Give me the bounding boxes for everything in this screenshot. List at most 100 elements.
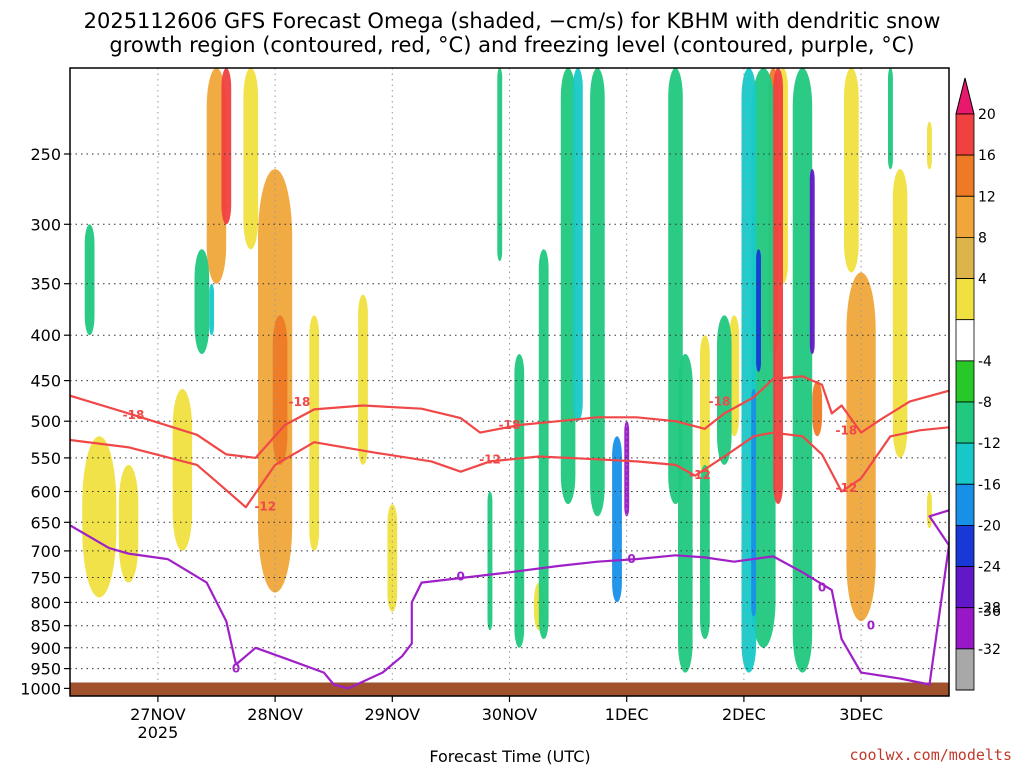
x-tick-label: 2DEC bbox=[722, 705, 766, 724]
contour-line bbox=[70, 426, 949, 509]
contour-label: 0 bbox=[867, 619, 875, 633]
omega-blob bbox=[773, 68, 783, 505]
colorbar-swatch bbox=[955, 525, 975, 567]
colorbar-swatch bbox=[955, 566, 975, 609]
chart-title: 2025112606 GFS Forecast Omega (shaded, −… bbox=[84, 9, 941, 57]
y-tick-label: 600 bbox=[30, 483, 61, 502]
colorbar-swatch bbox=[955, 483, 975, 526]
contour-label: -18 bbox=[123, 408, 145, 422]
contour-label: 0 bbox=[627, 552, 635, 566]
grid-lines bbox=[70, 68, 949, 696]
omega-blob bbox=[514, 354, 525, 648]
x-tick-label: 29NOV bbox=[365, 705, 421, 724]
y-tick-label: 550 bbox=[30, 449, 61, 468]
y-tick-label: 850 bbox=[30, 617, 61, 636]
omega-blob bbox=[844, 68, 859, 273]
y-axis-ticks: 250 300 350 400 450 500 550 600 650 700 750 800 850 9… bbox=[20, 145, 70, 698]
y-tick-label: 900 bbox=[30, 639, 61, 658]
omega-blob bbox=[756, 249, 761, 372]
x-tick-label: 1DEC bbox=[605, 705, 649, 724]
colorbar-label: 16 bbox=[978, 148, 996, 164]
y-tick-label: 650 bbox=[30, 513, 61, 532]
omega-blob bbox=[812, 380, 823, 437]
omega-blob bbox=[717, 315, 732, 465]
omega-blob bbox=[678, 354, 693, 673]
x-tick-label: 27NOV bbox=[130, 705, 186, 724]
omega-blob bbox=[700, 335, 710, 479]
colorbar-label: -8 bbox=[978, 395, 992, 411]
terrain-fill bbox=[70, 682, 949, 696]
colorbar-swatch bbox=[955, 236, 975, 279]
y-tick-label: 250 bbox=[30, 145, 61, 164]
contour-line bbox=[70, 509, 949, 690]
omega-blob bbox=[927, 121, 932, 170]
colorbar-swatch bbox=[955, 648, 975, 691]
contour-label: -12 bbox=[479, 452, 501, 466]
omega-blob bbox=[487, 491, 493, 631]
omega-blob bbox=[82, 436, 117, 598]
y-tick-label: 750 bbox=[30, 569, 61, 588]
contour-label: -18 bbox=[709, 394, 731, 408]
terrain-surface bbox=[70, 682, 949, 696]
y-tick-label: 450 bbox=[30, 372, 61, 391]
y-tick-label: 400 bbox=[30, 326, 61, 345]
omega-blob bbox=[194, 249, 210, 354]
omega-blob bbox=[792, 68, 813, 673]
omega-blob bbox=[751, 68, 776, 648]
y-tick-label: 1000 bbox=[20, 679, 61, 698]
omega-blob bbox=[84, 224, 95, 336]
contour-label: 0 bbox=[457, 569, 465, 583]
omega-blob bbox=[309, 315, 320, 551]
contour-label: -12 bbox=[254, 500, 276, 514]
x-tick-label: 28NOV bbox=[247, 705, 303, 724]
colorbar-label: -20 bbox=[978, 518, 1001, 534]
colorbar-label: -32 bbox=[978, 642, 1001, 658]
omega-blob bbox=[888, 68, 893, 170]
contour-label: -18 bbox=[836, 423, 858, 437]
omega-blob bbox=[497, 68, 503, 261]
colorbar-label: 12 bbox=[978, 189, 996, 205]
contour-label: -18 bbox=[289, 395, 311, 409]
colorbar-label: -4 bbox=[978, 354, 992, 370]
colorbar-swatch bbox=[955, 401, 975, 444]
contour-labels: -18 -18 -18 -18 -18 -12 -12 -12 -12 0 0 0 0 0 bbox=[123, 394, 875, 675]
colorbar: 20 16 12 8 4 -4 -8 -12 -16 -20 -24 -28 -32 -36 bbox=[955, 77, 1001, 691]
omega-blob bbox=[118, 464, 139, 583]
contour-label: -18 bbox=[499, 418, 521, 432]
y-tick-label: 950 bbox=[30, 660, 61, 679]
contour-label: -12 bbox=[836, 481, 858, 495]
colorbar-label: 8 bbox=[978, 230, 987, 246]
colorbar-label: -28 bbox=[978, 601, 1001, 617]
omega-blob bbox=[206, 68, 227, 284]
contour-lines bbox=[70, 375, 949, 690]
chart-title-line-1: 2025112606 GFS Forecast Omega (shaded, −… bbox=[84, 9, 941, 33]
x-tick-label: 30NOV bbox=[482, 705, 538, 724]
plot-area: -18 -18 -18 -18 -18 -12 -12 -12 -12 0 0 0 0 0 bbox=[69, 67, 950, 697]
y-tick-label: 500 bbox=[30, 412, 61, 431]
omega-blob bbox=[221, 68, 232, 225]
contour-label: 0 bbox=[818, 581, 826, 595]
x-axis-label: Forecast Time (UTC) bbox=[429, 747, 590, 766]
omega-blob bbox=[624, 421, 630, 517]
x-tick-label: 3DEC bbox=[839, 705, 883, 724]
y-tick-label: 350 bbox=[30, 275, 61, 294]
colorbar-swatch bbox=[955, 154, 975, 197]
omega-blob bbox=[590, 68, 605, 517]
contour-line bbox=[70, 375, 949, 459]
x-tick-sublabel: 2025 bbox=[138, 723, 179, 742]
colorbar-label: -12 bbox=[978, 436, 1001, 452]
colorbar-label: -16 bbox=[978, 477, 1001, 493]
colorbar-label: -24 bbox=[978, 560, 1001, 576]
omega-blob bbox=[358, 294, 368, 465]
contour-label: 0 bbox=[232, 662, 240, 676]
contour-label: -12 bbox=[689, 468, 711, 482]
colorbar-top-arrow bbox=[955, 77, 975, 115]
colorbar-swatch bbox=[955, 319, 975, 362]
omega-blob bbox=[751, 389, 757, 617]
credit-text: coolwx.com/modelts bbox=[849, 746, 1012, 764]
omega-blob bbox=[700, 464, 710, 640]
colorbar-swatch bbox=[955, 278, 975, 321]
omega-blob bbox=[809, 169, 815, 354]
